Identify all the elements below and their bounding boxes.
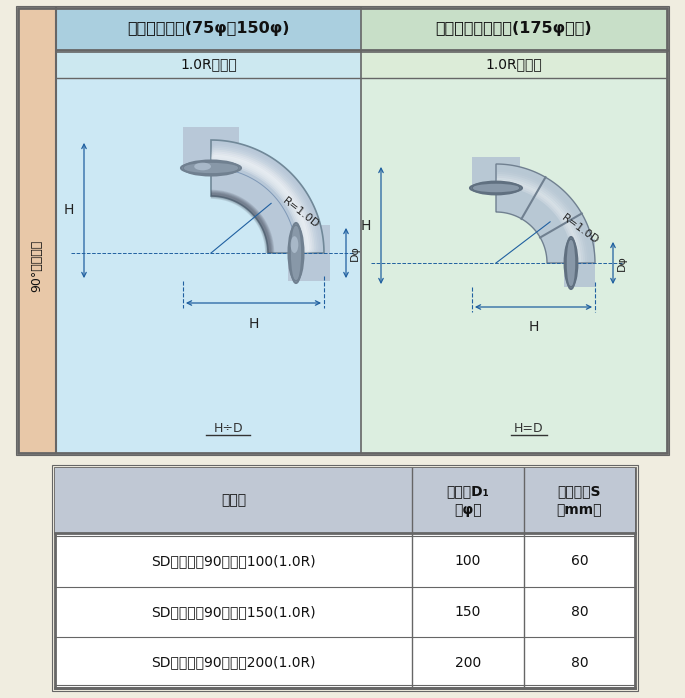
Text: 差込長さS
（mm）: 差込長さS （mm） <box>557 484 602 517</box>
Text: H: H <box>64 204 74 218</box>
Bar <box>56 8 361 50</box>
Text: SD差込継手90ベンド100(1.0R): SD差込継手90ベンド100(1.0R) <box>151 554 316 568</box>
Ellipse shape <box>564 239 577 287</box>
Text: R=1.0D: R=1.0D <box>560 212 601 246</box>
Bar <box>183 127 239 168</box>
Bar <box>361 50 667 78</box>
Bar <box>18 8 667 453</box>
Ellipse shape <box>290 236 298 253</box>
Bar <box>52 465 638 691</box>
Bar <box>564 239 595 287</box>
Bar <box>16 6 669 455</box>
Bar <box>361 8 667 50</box>
Ellipse shape <box>472 181 520 195</box>
Text: H: H <box>248 317 259 331</box>
Text: H÷D: H÷D <box>214 422 243 435</box>
Text: SD差込継手90ベンド200(1.0R): SD差込継手90ベンド200(1.0R) <box>151 655 316 669</box>
Polygon shape <box>496 164 595 263</box>
Polygon shape <box>211 140 324 253</box>
Bar <box>288 225 329 281</box>
Text: 80: 80 <box>571 655 588 669</box>
Text: 80: 80 <box>571 605 588 619</box>
Ellipse shape <box>288 225 303 281</box>
Text: H=D: H=D <box>514 422 544 435</box>
Ellipse shape <box>195 163 211 170</box>
Text: 呼び径D₁
（φ）: 呼び径D₁ （φ） <box>447 484 489 517</box>
Bar <box>18 8 667 453</box>
Text: Dφ: Dφ <box>350 245 360 261</box>
Ellipse shape <box>183 161 239 176</box>
Bar <box>55 468 635 533</box>
Text: 1.0Rベンド: 1.0Rベンド <box>486 57 543 71</box>
Text: 90°ベンド管: 90°ベンド管 <box>31 239 44 292</box>
Bar <box>18 8 56 453</box>
Text: R=1.0D: R=1.0D <box>281 196 321 230</box>
Text: セクションベンド(175φ以上): セクションベンド(175φ以上) <box>436 22 593 36</box>
Text: プレスベンド(75φ～150φ): プレスベンド(75φ～150φ) <box>127 22 290 36</box>
Text: 60: 60 <box>571 554 588 568</box>
Text: 200: 200 <box>455 655 481 669</box>
Text: H: H <box>360 218 371 232</box>
Text: 100: 100 <box>454 554 481 568</box>
Text: Dφ: Dφ <box>617 255 627 271</box>
Text: 1.0Rベンド: 1.0Rベンド <box>180 57 237 71</box>
Bar <box>56 78 361 453</box>
Bar <box>361 78 667 453</box>
Bar <box>55 468 635 688</box>
Text: SD差込継手90ベンド150(1.0R): SD差込継手90ベンド150(1.0R) <box>151 605 316 619</box>
Bar <box>472 158 520 188</box>
Text: 品　番: 品 番 <box>221 493 246 507</box>
Bar <box>56 50 361 78</box>
Text: H: H <box>528 320 538 334</box>
Text: 150: 150 <box>454 605 481 619</box>
